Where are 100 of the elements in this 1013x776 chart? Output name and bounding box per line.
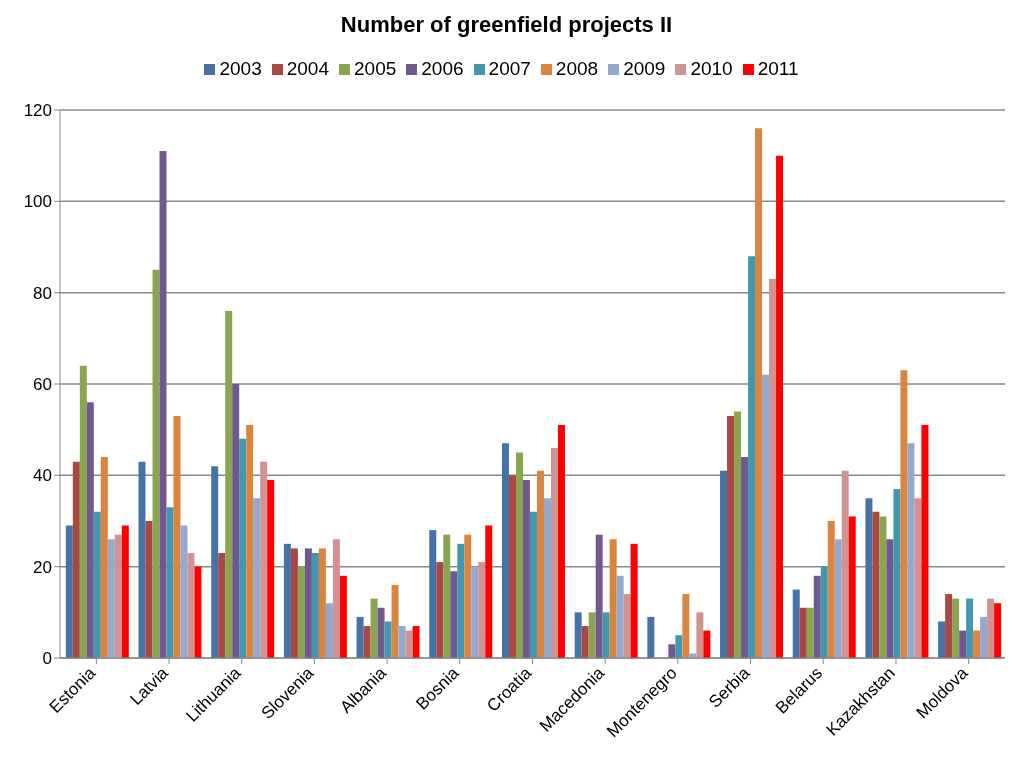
bar	[987, 598, 995, 658]
y-tick-label: 80	[33, 283, 52, 303]
bar	[377, 607, 385, 658]
bar	[180, 525, 188, 658]
bar	[647, 616, 655, 658]
bar	[741, 457, 749, 658]
bar	[311, 552, 319, 658]
bar	[457, 543, 465, 658]
bar	[79, 365, 87, 658]
legend-label: 2006	[421, 58, 464, 79]
bar	[225, 310, 233, 658]
bar	[485, 525, 493, 658]
bar	[550, 447, 558, 658]
bar	[762, 374, 770, 658]
bar	[145, 521, 153, 658]
y-tick-label: 60	[33, 375, 52, 395]
bar	[318, 548, 326, 658]
bar	[813, 575, 821, 658]
bar	[668, 644, 676, 658]
y-tick-label: 40	[33, 466, 52, 486]
bar	[748, 256, 756, 658]
legend-label: 2011	[757, 58, 799, 79]
bar	[363, 626, 371, 658]
bar	[391, 584, 399, 658]
bar	[478, 562, 486, 658]
bar	[806, 607, 814, 658]
bar	[872, 511, 880, 658]
bar	[952, 598, 960, 658]
bar	[211, 466, 219, 658]
bar	[187, 552, 195, 658]
bar	[848, 516, 856, 658]
bar	[557, 425, 565, 658]
bar	[720, 470, 728, 658]
bar	[450, 571, 458, 658]
bar	[405, 630, 413, 658]
bar	[114, 534, 122, 658]
y-tick-label: 20	[33, 557, 52, 577]
bar	[159, 151, 167, 658]
bar	[339, 575, 347, 658]
bar	[522, 479, 530, 658]
bar	[574, 612, 582, 658]
bar	[879, 516, 887, 658]
bar	[914, 498, 922, 658]
bar	[290, 548, 298, 658]
bar	[173, 415, 181, 658]
bar	[283, 543, 291, 658]
bar	[769, 278, 777, 658]
bar	[543, 498, 551, 658]
bar	[93, 511, 101, 658]
bar	[356, 616, 364, 658]
bar	[938, 621, 946, 658]
bar	[675, 635, 683, 658]
legend-label: 2007	[488, 58, 531, 79]
bar	[107, 539, 115, 658]
bar	[682, 594, 690, 658]
bar	[994, 603, 1002, 658]
bar	[755, 128, 763, 658]
bar	[332, 539, 340, 658]
bar	[65, 525, 73, 658]
bar	[536, 470, 544, 658]
bar	[436, 562, 444, 658]
bar	[232, 384, 240, 658]
legend-label: 2010	[690, 58, 733, 79]
bar	[623, 594, 631, 658]
bar	[304, 548, 312, 658]
bar	[602, 612, 610, 658]
bar	[799, 607, 807, 658]
bar	[900, 370, 908, 658]
bar	[100, 457, 108, 658]
bar	[630, 543, 638, 658]
bar	[443, 534, 451, 658]
bar	[980, 616, 988, 658]
y-tick-label: 0	[42, 649, 52, 669]
bar	[776, 155, 784, 658]
y-tick-label: 100	[23, 192, 52, 212]
bar	[86, 402, 94, 658]
bar	[501, 443, 509, 658]
bar	[893, 489, 901, 658]
bar	[703, 630, 711, 658]
bar	[384, 621, 392, 658]
chart-title: Number of greenfield projects II	[339, 11, 674, 39]
bar	[820, 566, 828, 658]
bar	[696, 612, 704, 658]
bar	[72, 461, 80, 658]
bar	[253, 498, 261, 658]
bar	[588, 612, 596, 658]
bar	[727, 415, 735, 658]
bar	[841, 470, 849, 658]
bar	[138, 461, 146, 658]
bar	[827, 521, 835, 658]
bar	[325, 603, 333, 658]
bar	[616, 575, 624, 658]
bar	[886, 539, 894, 658]
bar	[121, 525, 129, 658]
bar	[609, 539, 617, 658]
bar	[959, 630, 967, 658]
bar	[907, 443, 915, 658]
bar	[945, 594, 953, 658]
bar	[464, 534, 472, 658]
legend-label: 2009	[623, 58, 666, 79]
